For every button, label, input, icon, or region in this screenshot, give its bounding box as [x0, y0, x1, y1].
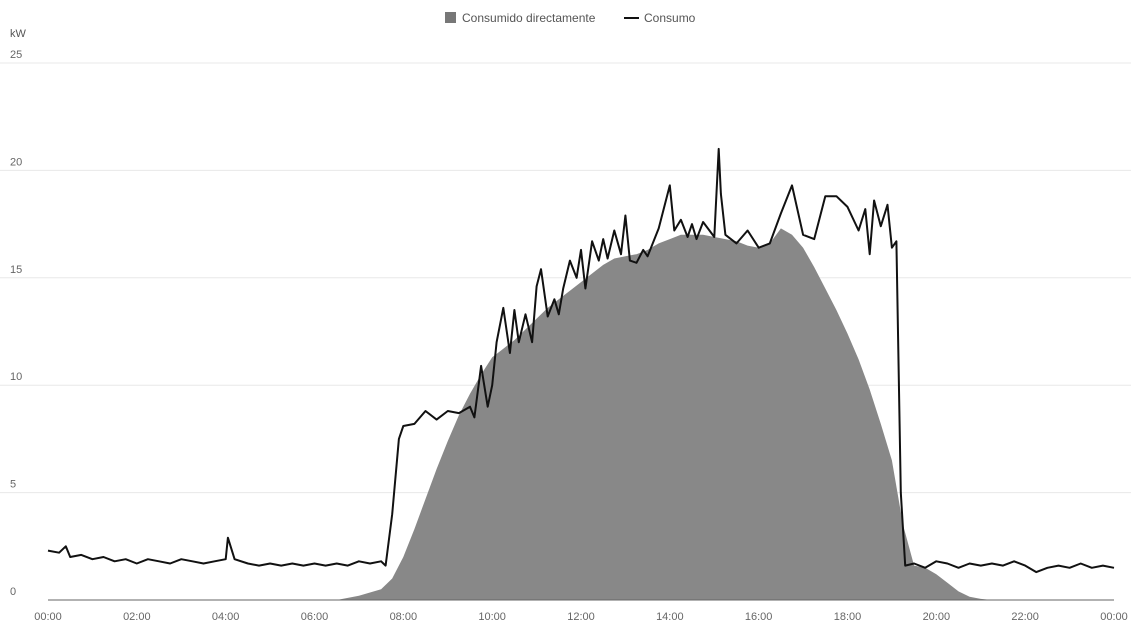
x-tick-label: 12:00	[567, 611, 595, 623]
x-tick-label: 18:00	[834, 611, 862, 623]
x-tick-label: 02:00	[123, 611, 151, 623]
x-tick-label: 14:00	[656, 611, 684, 623]
line-consumo	[47, 147, 1115, 574]
y-axis-unit-label: kW	[10, 28, 27, 40]
x-tick-label: 20:00	[923, 611, 951, 623]
y-tick-label: 25	[10, 49, 22, 61]
plot-area	[47, 147, 1115, 601]
y-tick-label: 10	[10, 371, 22, 383]
y-tick-label: 15	[10, 264, 22, 276]
area-consumido-directamente	[48, 228, 1114, 600]
y-tick-label: 20	[10, 156, 22, 168]
x-tick-label: 22:00	[1011, 611, 1039, 623]
legend[interactable]: Consumido directamente Consumo	[445, 11, 696, 25]
y-axis-ticks: 0 5 10 15 20 25	[10, 49, 22, 598]
x-tick-label: 04:00	[212, 611, 240, 623]
legend-swatch-consumido-directamente	[445, 12, 456, 23]
y-tick-label: 0	[10, 586, 16, 598]
x-tick-label: 00:00	[1100, 611, 1128, 623]
x-tick-label: 06:00	[301, 611, 329, 623]
legend-label-consumido-directamente: Consumido directamente	[462, 11, 596, 25]
x-tick-label: 00:00	[34, 611, 62, 623]
x-axis-ticks: 00:00 02:00 04:00 06:00 08:00 10:00 12:00 14:00…	[34, 611, 1128, 623]
x-tick-label: 16:00	[745, 611, 773, 623]
y-tick-label: 5	[10, 479, 16, 491]
legend-label-consumo: Consumo	[644, 11, 696, 25]
x-tick-label: 10:00	[478, 611, 506, 623]
x-tick-label: 08:00	[390, 611, 418, 623]
